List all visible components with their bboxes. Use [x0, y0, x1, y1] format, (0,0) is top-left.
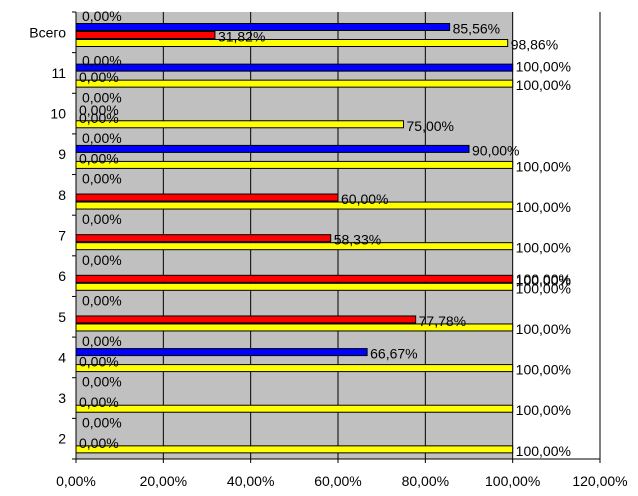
y-tick-label: 10 [50, 106, 66, 122]
y-tick-label: 2 [58, 431, 66, 447]
data-label: 0,00% [82, 130, 122, 146]
data-label: 100,00% [516, 443, 571, 459]
data-label: 0,00% [82, 89, 122, 105]
y-tick-label: Всего [29, 24, 66, 40]
data-label: 100,00% [516, 240, 571, 256]
bar [75, 364, 514, 373]
data-label: 77,78% [419, 313, 466, 329]
data-label: 0,00% [79, 150, 119, 166]
data-label: 85,56% [453, 21, 500, 37]
data-label: 0,00% [82, 252, 122, 268]
axes [72, 11, 601, 463]
x-tick-label: 80,00% [402, 473, 449, 489]
bar [75, 31, 216, 39]
data-label: 0,00% [79, 394, 119, 410]
data-label: 0,00% [79, 354, 119, 370]
data-label: 0,00% [79, 435, 119, 451]
data-label: 0,00% [79, 69, 119, 85]
data-label: 100,00% [516, 280, 571, 296]
data-label: 98,86% [511, 37, 558, 53]
data-label: 90,00% [472, 142, 519, 158]
data-labels: 85,56%31,82% 98,86%0,00% 100,00%0,00%0,00%… [79, 8, 571, 459]
data-label: 100,00% [516, 77, 571, 93]
bar [75, 144, 470, 153]
data-label: 0,00% [82, 171, 122, 187]
x-tick-label: 20,00% [140, 473, 187, 489]
y-tick-label: 5 [58, 309, 66, 325]
data-label: 0,00% [82, 414, 122, 430]
bar [75, 404, 514, 413]
y-tick-label: 7 [58, 228, 66, 244]
data-label: 100,00% [516, 402, 571, 418]
data-label: 100,00% [516, 362, 571, 378]
data-label: 100,00% [516, 321, 571, 337]
data-label: 60,00% [341, 191, 388, 207]
y-tick-label: 9 [58, 146, 66, 162]
y-tick-label: 3 [58, 390, 66, 406]
bar [75, 63, 514, 72]
bar [75, 193, 339, 202]
data-label: 0,00% [82, 333, 122, 349]
data-label: 66,67% [370, 346, 417, 362]
data-label: 0,00% [82, 292, 122, 308]
data-label: 100,00% [516, 272, 571, 288]
data-label: 0,00% [82, 211, 122, 227]
data-label: 0,00% [79, 110, 119, 126]
y-tick-label: 8 [58, 187, 66, 203]
bar [75, 201, 514, 210]
bar [75, 274, 514, 283]
x-tick-label: 40,00% [227, 473, 274, 489]
bar [75, 160, 514, 169]
data-label: 0,00% [82, 374, 122, 390]
data-label: 100,00% [516, 158, 571, 174]
bar [75, 39, 509, 47]
data-label: 75,00% [407, 118, 454, 134]
x-tick-label: 60,00% [314, 473, 361, 489]
x-tick-label: 120,00% [572, 473, 627, 489]
y-tick-label: 11 [51, 65, 66, 81]
x-axis-tick-labels: 0,00% 20,00% 40,00% 60,00% 80,00% 100,00% 120,… [56, 473, 627, 489]
data-label: 31,82% [218, 29, 265, 45]
y-tick-label: 6 [58, 268, 66, 284]
data-label: 0,00% [82, 8, 122, 24]
bar [75, 282, 514, 291]
bar [75, 79, 514, 88]
bar [75, 120, 404, 129]
x-tick-label: 100,00% [485, 473, 540, 489]
data-label: 58,33% [334, 232, 381, 248]
data-label: 100,00% [516, 59, 571, 75]
bar [75, 315, 417, 324]
bar [75, 445, 514, 454]
data-label: 100,00% [516, 199, 571, 215]
y-axis-tick-labels: Всего 11 10 9 8 7 6 5 4 3 2 [29, 24, 66, 446]
x-tick-label: 0,00% [56, 473, 96, 489]
data-label: 0,00% [79, 102, 119, 118]
data-label: 100,00% [516, 271, 571, 287]
bar [75, 234, 332, 243]
data-label: 0,00% [82, 53, 122, 69]
y-tick-label: 4 [58, 349, 66, 365]
bar [75, 348, 368, 357]
bar [75, 242, 514, 251]
